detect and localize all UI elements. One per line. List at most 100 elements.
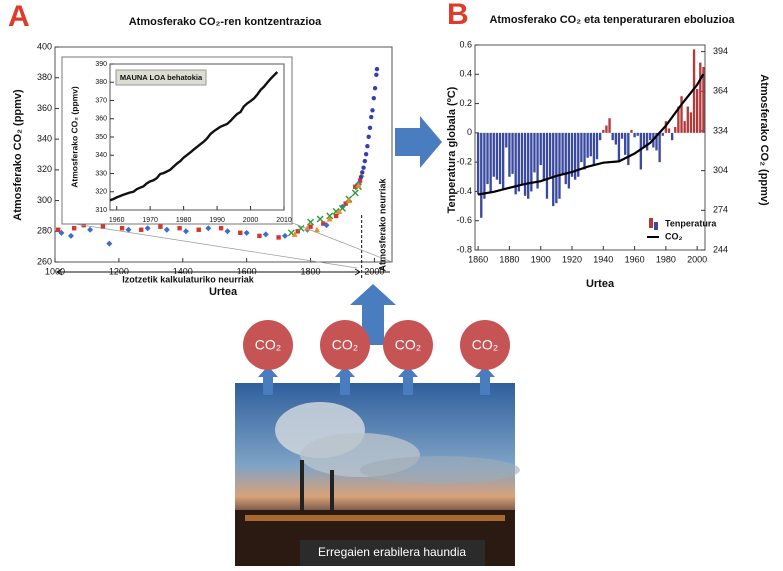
bar	[662, 133, 664, 136]
bar	[558, 133, 560, 199]
co2-label: CO₂	[332, 337, 358, 353]
bar	[536, 133, 538, 189]
co2-label: CO₂	[472, 337, 498, 353]
co2-label: CO₂	[395, 337, 421, 353]
point	[238, 231, 242, 235]
bar	[658, 133, 660, 162]
y-tick-label: 310	[95, 207, 107, 214]
point	[359, 175, 363, 179]
y-tick-label: 280	[37, 226, 52, 236]
bar	[596, 133, 598, 159]
bar	[640, 133, 642, 170]
bar	[621, 133, 623, 139]
y-tick-label: -0.2	[456, 157, 472, 167]
y-tick-label: 0.4	[459, 69, 472, 79]
point	[370, 108, 374, 112]
bar	[505, 133, 507, 148]
x-tick-label: 1900	[531, 254, 551, 264]
point	[334, 214, 338, 218]
point	[368, 126, 372, 130]
bar	[574, 133, 576, 180]
y2-tick-label: 334	[713, 125, 728, 135]
chart-title: Atmosferako CO₂-ren kontzentrazioa	[129, 16, 322, 28]
bar	[568, 133, 570, 189]
bar	[533, 133, 535, 173]
y-tick-label: -0.8	[456, 244, 472, 254]
y-tick-label: -0.4	[456, 186, 472, 196]
point	[276, 235, 280, 239]
bar	[624, 133, 626, 155]
annotation: Izotzetik kalkulaturiko neurriak	[122, 274, 255, 284]
bar	[521, 133, 523, 184]
x-tick-label: 1960	[625, 254, 645, 264]
point	[364, 152, 368, 156]
bar	[511, 133, 513, 174]
x-tick-label: 1860	[468, 254, 488, 264]
bar	[637, 133, 639, 136]
point	[72, 226, 76, 230]
bar	[524, 133, 526, 196]
bar	[590, 133, 592, 156]
bar	[618, 133, 620, 162]
bar	[583, 133, 585, 170]
bar	[489, 133, 491, 192]
point	[56, 228, 60, 232]
bar	[593, 133, 595, 165]
point	[369, 115, 373, 119]
y-tick-label: 380	[95, 79, 107, 86]
y-tick-label: 380	[37, 72, 52, 82]
y-tick-label: -0.6	[456, 215, 472, 225]
point	[365, 144, 369, 148]
bar	[580, 133, 582, 162]
panel-letter: B	[447, 0, 469, 31]
y-tick-label: 340	[37, 134, 52, 144]
bar	[608, 118, 610, 133]
y-tick-label: 370	[95, 97, 107, 104]
bar	[486, 133, 488, 184]
y-tick-label: 320	[37, 164, 52, 174]
chart-title: Atmosferako CO₂ eta tenperaturaren ebolu…	[489, 14, 735, 26]
x-tick-label: 1980	[176, 217, 192, 224]
bar	[508, 133, 510, 177]
point	[219, 226, 223, 230]
x-tick-label: 2000	[243, 217, 259, 224]
x-tick-label: 1960	[109, 217, 125, 224]
x-tick-label: 1920	[562, 254, 582, 264]
x-tick-label: 2010	[276, 217, 292, 224]
bar	[561, 133, 563, 174]
photo	[235, 383, 520, 566]
y-tick-label: 360	[95, 116, 107, 123]
bar	[602, 130, 604, 133]
bar	[540, 133, 542, 165]
co2-label: CO₂	[255, 337, 281, 353]
bar	[543, 133, 545, 180]
y-axis-label: Atmosferako CO₂ (ppmv)	[69, 86, 79, 188]
bar	[683, 121, 685, 133]
y-tick-label: 0.6	[459, 39, 472, 49]
y2-tick-label: 304	[713, 165, 728, 175]
legend-label: Tenperatura	[665, 218, 717, 228]
point	[363, 159, 367, 163]
x-axis-label: Urtea	[586, 278, 615, 290]
y-tick-label: 260	[37, 256, 52, 266]
inset-title: MAUNA LOA behatokia	[120, 73, 203, 82]
point	[177, 226, 181, 230]
bar	[571, 133, 573, 177]
point	[374, 73, 378, 77]
bar	[518, 133, 520, 192]
bar	[555, 133, 557, 203]
bar	[699, 63, 701, 133]
bar	[549, 133, 551, 177]
point	[361, 166, 365, 170]
y2-tick-label: 244	[713, 244, 728, 254]
bar	[546, 133, 548, 199]
x-axis-label: Urtea	[209, 286, 238, 298]
bar	[477, 133, 479, 195]
point	[372, 96, 376, 100]
y-tick-label: 320	[95, 189, 107, 196]
y-tick-label: 0.2	[459, 98, 472, 108]
point	[197, 228, 201, 232]
page: {"panels": {"a": "A", "b": "B"}, "chart_…	[0, 0, 783, 566]
bar	[499, 133, 501, 184]
x-tick-label: 1880	[499, 254, 519, 264]
